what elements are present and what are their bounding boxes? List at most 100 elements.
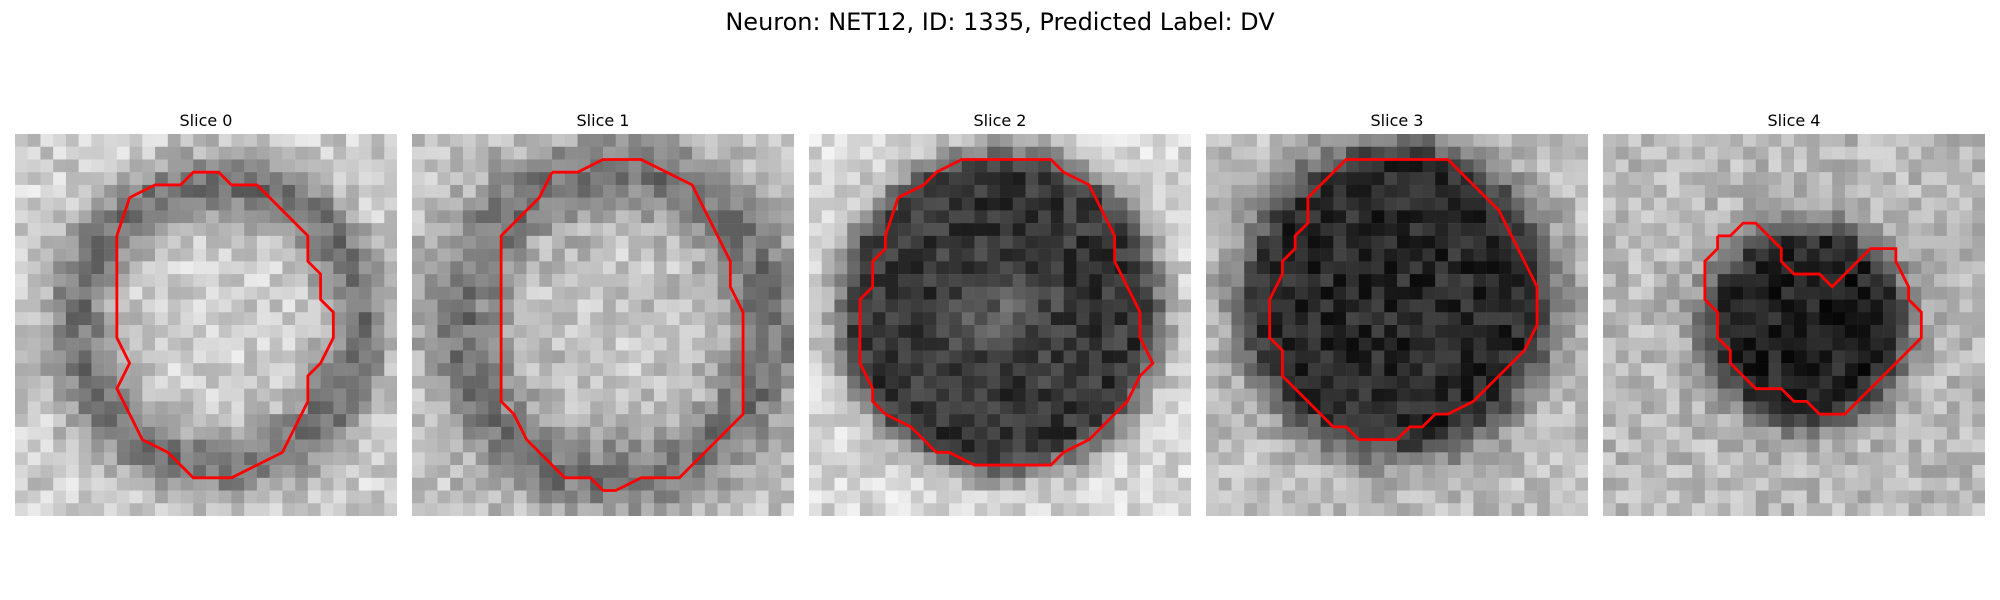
pixel xyxy=(552,159,566,173)
pixel xyxy=(552,350,566,364)
panel-title: Slice 4 xyxy=(1767,111,1821,130)
pixel xyxy=(1140,375,1154,389)
pixel xyxy=(1063,503,1077,516)
pixel xyxy=(1692,261,1706,275)
pixel xyxy=(1269,261,1283,275)
pixel xyxy=(320,439,334,453)
pixel xyxy=(501,490,515,504)
pixel xyxy=(1371,337,1385,351)
pixel xyxy=(539,375,553,389)
pixel xyxy=(1486,337,1500,351)
pixel xyxy=(603,350,616,364)
pixel xyxy=(167,375,181,389)
pixel xyxy=(116,146,130,160)
pixel xyxy=(256,159,270,173)
pixel xyxy=(1244,363,1258,377)
pixel xyxy=(1537,210,1551,224)
pixel xyxy=(923,363,937,377)
pixel xyxy=(231,197,245,211)
pixel xyxy=(1165,477,1179,491)
pixel xyxy=(1895,375,1909,389)
pixel xyxy=(1934,388,1948,402)
pixel xyxy=(1371,197,1385,211)
pixel xyxy=(231,210,245,224)
pixel xyxy=(282,286,296,300)
pixel xyxy=(1524,490,1538,504)
pixel xyxy=(1883,261,1897,275)
pixel xyxy=(333,465,347,479)
pixel xyxy=(1524,452,1538,466)
pixel xyxy=(1946,134,1960,147)
pixel xyxy=(552,363,566,377)
pixel xyxy=(1152,146,1166,160)
pixel xyxy=(1895,325,1909,338)
pixel xyxy=(564,312,578,326)
pixel xyxy=(885,248,899,262)
pixel xyxy=(1562,465,1576,479)
pixel xyxy=(755,134,769,147)
pixel xyxy=(1524,388,1538,402)
pixel xyxy=(1641,210,1655,224)
pixel xyxy=(1140,325,1154,338)
pixel xyxy=(1152,388,1166,402)
pixel xyxy=(1320,223,1334,237)
pixel xyxy=(885,490,899,504)
pixel xyxy=(167,477,181,491)
pixel xyxy=(1435,184,1449,198)
pixel xyxy=(320,172,334,186)
pixel xyxy=(129,439,143,453)
pixel xyxy=(974,286,988,300)
pixel xyxy=(1806,159,1820,173)
pixel xyxy=(885,452,899,466)
pixel xyxy=(282,325,296,338)
pixel xyxy=(1575,401,1588,415)
pixel xyxy=(1666,261,1680,275)
pixel xyxy=(1244,426,1258,440)
pixel xyxy=(1101,375,1115,389)
pixel xyxy=(872,375,886,389)
pixel xyxy=(949,286,963,300)
pixel xyxy=(872,490,886,504)
pixel xyxy=(1076,426,1090,440)
pixel xyxy=(1050,299,1064,313)
pixel xyxy=(116,312,130,326)
pixel xyxy=(1409,325,1423,338)
pixel xyxy=(1768,261,1782,275)
pixel xyxy=(1511,134,1525,147)
pixel xyxy=(885,375,899,389)
pixel xyxy=(358,248,372,262)
pixel xyxy=(1498,261,1512,275)
pixel xyxy=(1511,426,1525,440)
pixel xyxy=(1857,210,1871,224)
pixel xyxy=(704,414,718,428)
pixel xyxy=(501,134,515,147)
pixel xyxy=(910,146,924,160)
pixel xyxy=(65,350,79,364)
pixel xyxy=(501,426,515,440)
pixel xyxy=(577,363,591,377)
pixel xyxy=(91,503,105,516)
pixel xyxy=(27,426,41,440)
pixel xyxy=(1346,312,1360,326)
pixel xyxy=(424,248,438,262)
pixel xyxy=(358,401,372,415)
pixel xyxy=(371,363,385,377)
pixel xyxy=(1575,363,1588,377)
pixel xyxy=(488,388,502,402)
pixel xyxy=(615,426,629,440)
pixel xyxy=(40,465,54,479)
pixel xyxy=(1371,286,1385,300)
pixel xyxy=(40,490,54,504)
pixel xyxy=(1050,210,1064,224)
pixel xyxy=(577,172,591,186)
pixel xyxy=(1012,146,1026,160)
pixel xyxy=(78,274,92,288)
pixel xyxy=(1844,503,1858,516)
pixel xyxy=(1460,286,1474,300)
pixel xyxy=(1000,159,1013,173)
pixel xyxy=(603,184,616,198)
pixel xyxy=(1333,439,1347,453)
pixel xyxy=(730,134,744,147)
pixel xyxy=(475,325,489,338)
pixel xyxy=(1346,184,1360,198)
